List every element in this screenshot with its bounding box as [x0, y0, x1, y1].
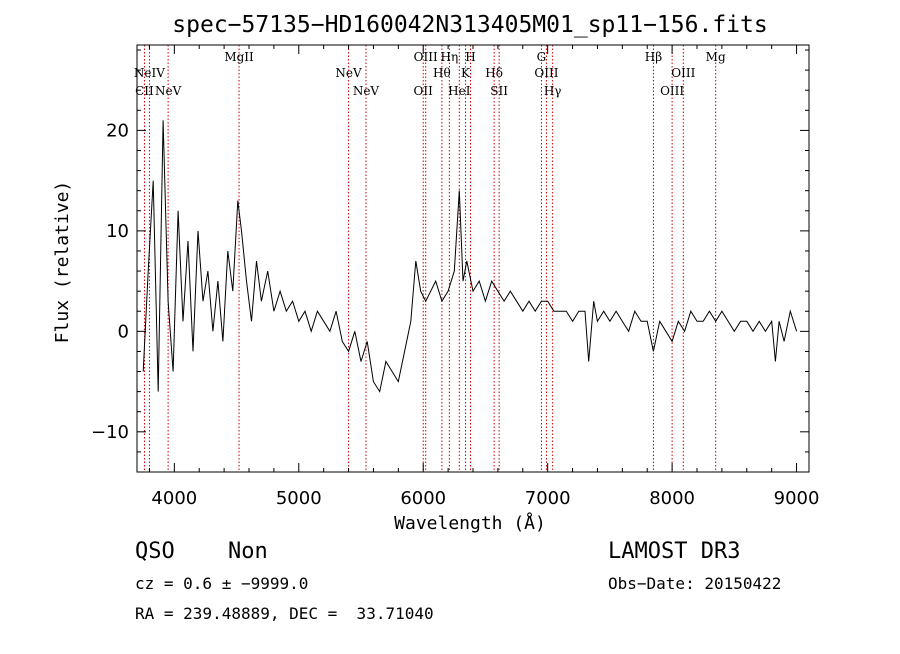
- line-label-1: NeIV: [134, 66, 165, 80]
- x-tick-label-1: 5000: [276, 488, 322, 509]
- line-label-6: OII: [414, 84, 434, 98]
- line-label-12: H: [465, 50, 475, 64]
- y-tick-label-3: 20: [106, 120, 129, 141]
- x-tick-label-0: 4000: [151, 488, 197, 509]
- x-axis-ticks: 4000 5000 6000 7000 8000 9000: [148, 45, 820, 509]
- y-tick-label-2: 10: [106, 221, 129, 242]
- line-markers: [143, 45, 717, 472]
- line-label-16: OIII: [534, 66, 558, 80]
- redshift-line: cz = 0.6 ± −9999.0: [135, 574, 309, 593]
- object-subclass: Non: [228, 539, 268, 564]
- spectrum-line: [142, 120, 798, 393]
- line-label-18: Hβ: [645, 50, 662, 64]
- line-label-19: OIII: [660, 84, 684, 98]
- object-class: QSO: [135, 539, 175, 564]
- line-label-17: Hγ: [544, 84, 562, 98]
- y-axis-label: Flux (relative): [52, 181, 73, 344]
- x-tick-label-2: 6000: [400, 488, 446, 509]
- line-label-11: K: [461, 66, 471, 80]
- line-label-5: NeV: [353, 84, 380, 98]
- line-label-4: NeV: [335, 66, 362, 80]
- line-label-7: OIII: [414, 50, 438, 64]
- x-tick-label-4: 8000: [649, 488, 695, 509]
- line-label-13: Hδ: [485, 66, 503, 80]
- line-label-3: MgII: [224, 50, 254, 64]
- x-tick-label-3: 7000: [525, 488, 571, 509]
- survey-name: LAMOST DR3: [608, 539, 741, 564]
- line-label-15: G: [537, 50, 547, 64]
- y-tick-label-1: 0: [118, 321, 129, 342]
- obs-date-line: Obs−Date: 20150422: [608, 574, 782, 593]
- x-tick-label-5: 9000: [774, 488, 820, 509]
- y-axis-ticks: −10 0 10 20: [91, 49, 809, 453]
- line-label-9: Hη: [441, 50, 459, 64]
- y-tick-label-0: −10: [91, 422, 129, 443]
- line-label-20: OIII: [671, 66, 695, 80]
- x-axis-label: Wavelength (Å): [394, 512, 546, 534]
- line-label-8: Hθ: [433, 66, 451, 80]
- ra-dec-line: RA = 239.48889, DEC = 33.71040: [135, 604, 434, 623]
- line-label-0: CII: [135, 84, 154, 98]
- line-label-10: HeI: [448, 84, 471, 98]
- line-label-2: NeV: [155, 84, 182, 98]
- chart-title: spec−57135−HD160042N313405M01_sp11−156.f…: [172, 12, 767, 38]
- plot-frame: [136, 44, 810, 473]
- line-label-21: Mg: [706, 50, 726, 64]
- line-labels: CII NeIV NeV MgII NeV NeV OII OIII Hθ Hη HeI KH Hδ SI…: [134, 50, 726, 98]
- line-label-14: SII: [490, 84, 508, 98]
